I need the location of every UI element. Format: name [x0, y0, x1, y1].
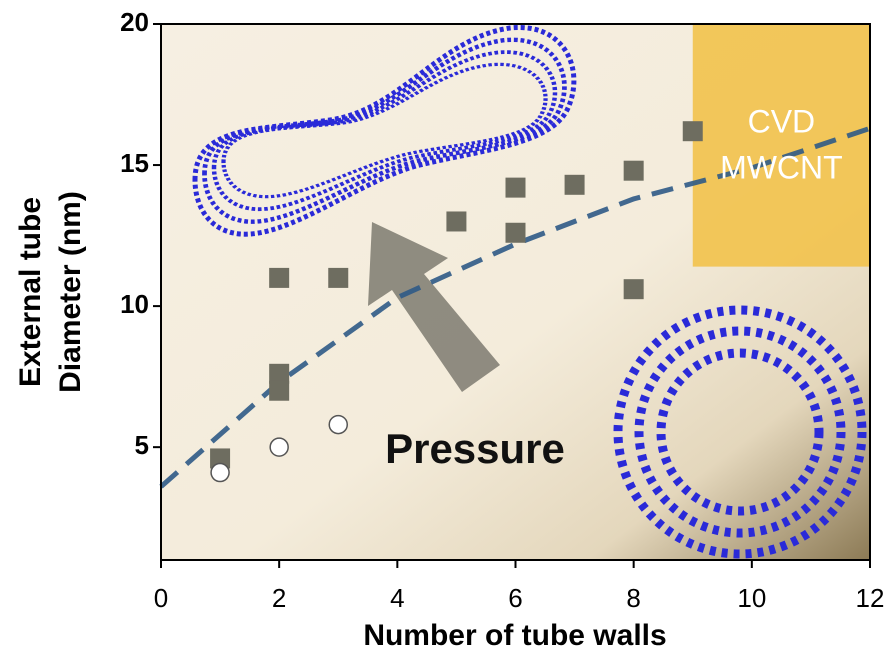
data-point [446, 211, 467, 232]
data-point [269, 380, 290, 401]
x-tick-label: 4 [390, 583, 404, 613]
data-point [269, 437, 289, 457]
y-tick-label: 10 [120, 289, 149, 319]
region-layer [692, 24, 870, 267]
data-point [623, 160, 644, 181]
x-tick-label: 6 [508, 583, 522, 613]
x-tick-label: 2 [272, 583, 286, 613]
y-tick-label: 5 [135, 430, 149, 460]
cvd-region [692, 24, 870, 267]
annotation: Pressure [385, 425, 565, 472]
data-point [328, 414, 348, 435]
y-axis-label: External tube [14, 197, 47, 387]
x-tick-label: 12 [856, 583, 885, 613]
y-tick-label: 15 [120, 148, 149, 178]
data-point [210, 448, 231, 469]
pressure-arrow [368, 222, 500, 392]
data-point [210, 462, 230, 483]
flattened-tube-illustration [192, 25, 577, 237]
round-tube-illustration [613, 305, 867, 559]
y-tick-label: 20 [120, 7, 149, 37]
x-tick-label: 8 [626, 583, 640, 613]
x-axis-label: Number of tube walls [363, 619, 666, 652]
data-point [623, 279, 644, 300]
data-point [505, 222, 526, 243]
data-layer [159, 121, 871, 489]
data-point [505, 177, 526, 198]
data-point [328, 267, 349, 288]
x-tick-label: 10 [737, 583, 766, 613]
region-label: MWCNT [720, 149, 843, 185]
data-point [269, 363, 290, 384]
region-label: CVD [748, 103, 816, 139]
data-point [682, 121, 703, 142]
data-point [564, 174, 585, 195]
y-axis-label: Diameter (nm) [54, 191, 87, 393]
x-tick-label: 0 [154, 583, 168, 613]
data-point [269, 267, 290, 288]
